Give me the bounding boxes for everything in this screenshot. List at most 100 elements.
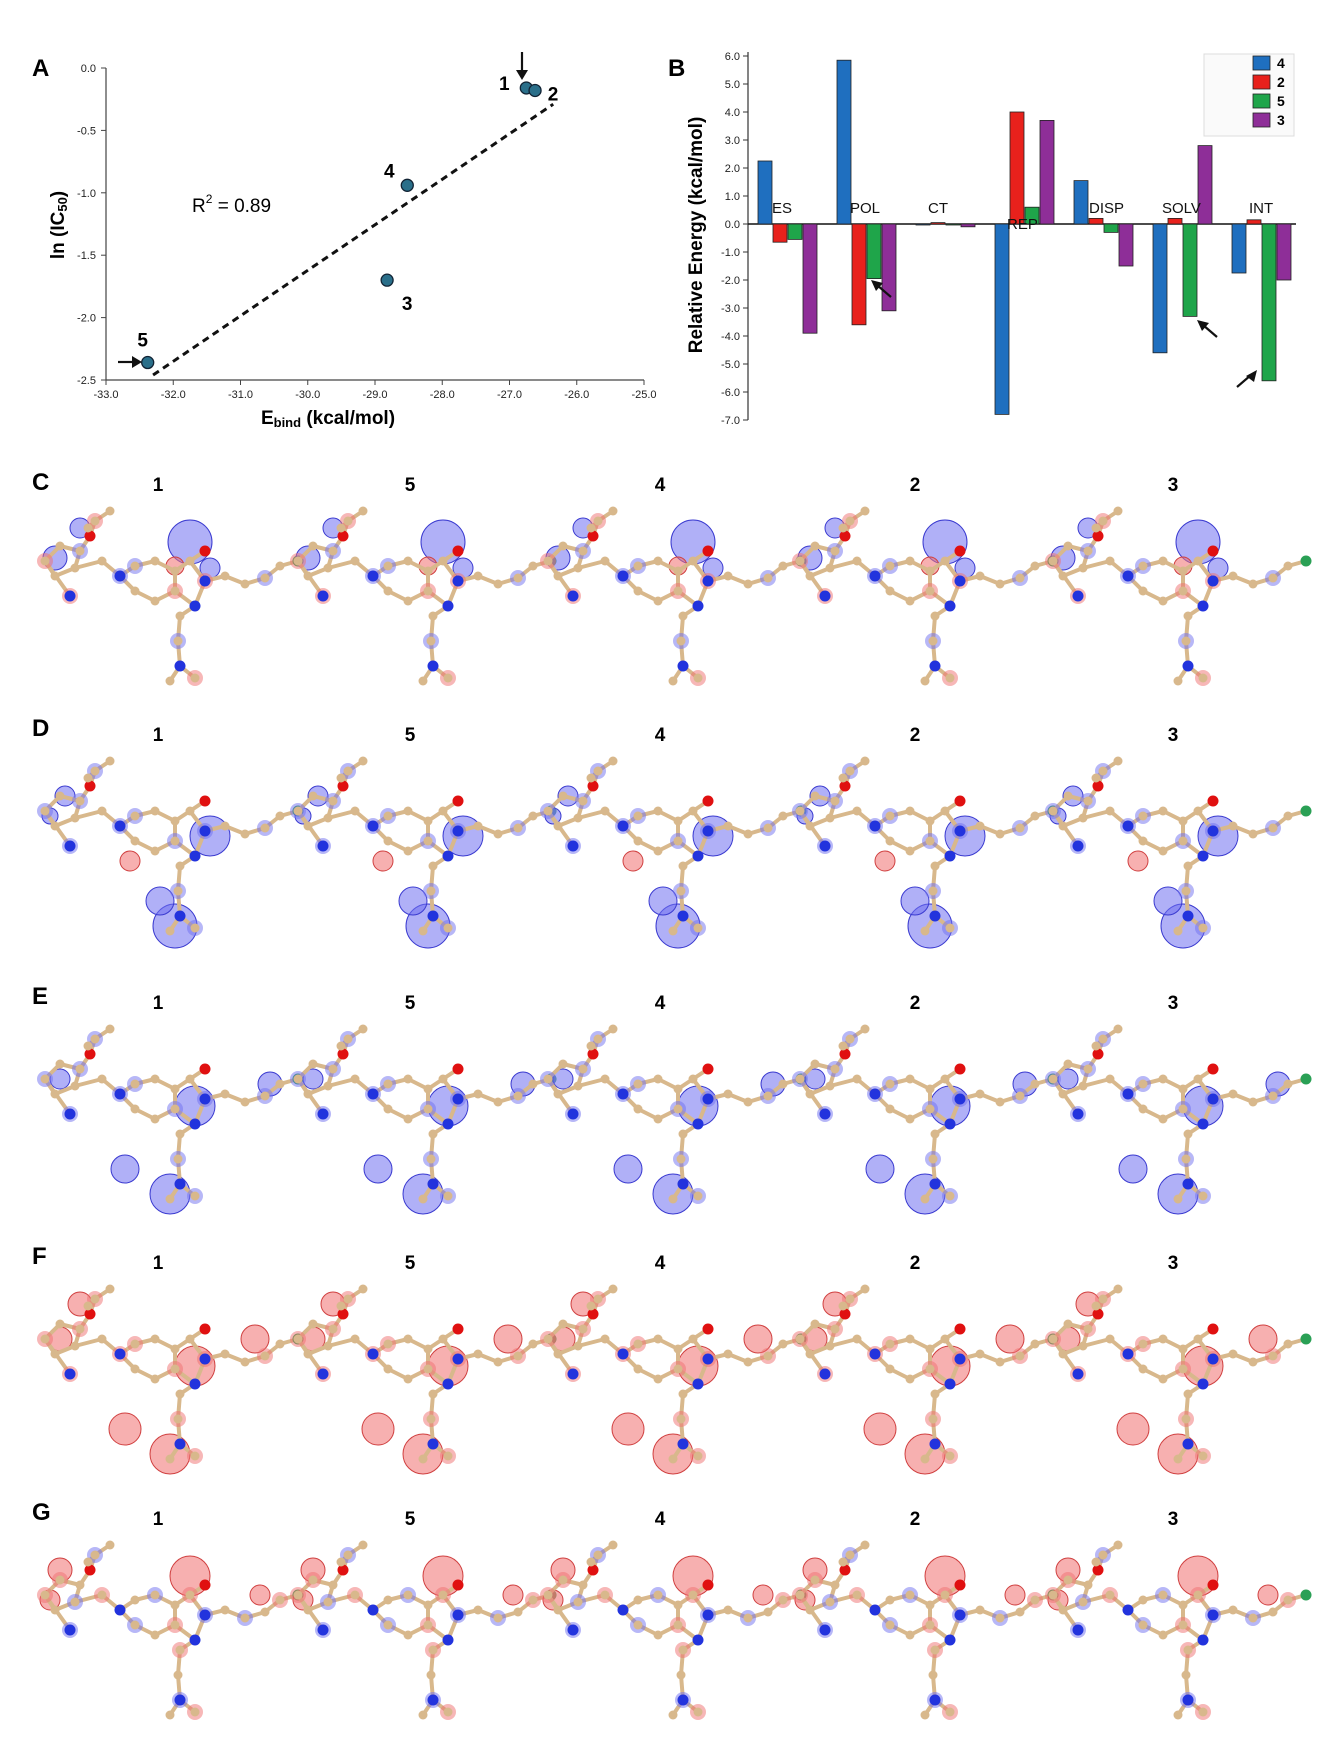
atom xyxy=(1105,1590,1115,1600)
atom xyxy=(428,611,438,621)
point-label: 4 xyxy=(384,161,395,182)
atom xyxy=(50,1349,60,1359)
atom xyxy=(418,1194,428,1204)
bond xyxy=(576,1077,607,1088)
atom xyxy=(810,791,820,801)
panel-letter-c: C xyxy=(32,469,49,496)
density-sphere xyxy=(1153,886,1183,916)
atom xyxy=(1158,1374,1168,1384)
y-tick-label: -7.0 xyxy=(721,415,740,427)
atom xyxy=(805,821,815,831)
atom xyxy=(954,575,966,587)
y-tick-label: 0.0 xyxy=(81,63,96,75)
atom xyxy=(600,1590,610,1600)
molecule-structure xyxy=(290,1024,557,1215)
compound-label: 1 xyxy=(153,475,164,496)
density-sphere xyxy=(249,1584,271,1606)
atom xyxy=(317,590,329,602)
data-point xyxy=(400,178,414,192)
atom xyxy=(403,846,413,856)
atom xyxy=(55,1319,65,1329)
atom xyxy=(885,1079,895,1089)
atom xyxy=(1228,571,1238,581)
density-sphere xyxy=(1257,1584,1279,1606)
molecule-structure xyxy=(792,506,1059,686)
bar xyxy=(881,223,897,312)
atom xyxy=(558,1575,568,1585)
atom xyxy=(1015,1091,1025,1101)
compound-label: 3 xyxy=(1168,475,1179,496)
bar xyxy=(1088,217,1104,225)
atom xyxy=(452,825,464,837)
atom xyxy=(443,923,453,933)
category-labels: ES POL CT REP DISP SOLV INT xyxy=(772,200,1273,233)
atom xyxy=(1158,1590,1168,1600)
arrowhead-icon xyxy=(871,280,883,291)
atom xyxy=(1091,523,1101,533)
scatter-points xyxy=(141,81,542,370)
atom xyxy=(633,836,643,846)
atom xyxy=(1078,1081,1088,1091)
point-label: 3 xyxy=(402,294,413,315)
atom xyxy=(293,1074,303,1084)
atom xyxy=(175,1129,185,1139)
atom xyxy=(528,1595,538,1605)
y-tick-label: -2.0 xyxy=(721,275,740,287)
fit-line-group xyxy=(152,102,555,377)
atom xyxy=(852,556,862,566)
atom xyxy=(336,1301,346,1311)
atom xyxy=(442,600,454,612)
atom xyxy=(723,1349,733,1359)
compound-label: 4 xyxy=(655,1253,666,1274)
atom xyxy=(838,1557,848,1567)
atom xyxy=(165,676,175,686)
atom xyxy=(174,910,186,922)
y-tick-label: 5.0 xyxy=(725,79,740,91)
atom xyxy=(50,821,60,831)
panel-letter-d: D xyxy=(32,715,49,742)
atom xyxy=(693,1451,703,1461)
atom xyxy=(702,825,714,837)
atom xyxy=(553,1349,563,1359)
atom xyxy=(578,1580,588,1590)
atom xyxy=(905,556,915,566)
atom xyxy=(608,506,618,516)
atom xyxy=(114,1088,126,1100)
atom xyxy=(723,1089,733,1099)
atom xyxy=(1072,1108,1084,1120)
atom xyxy=(1268,1607,1278,1617)
atom xyxy=(839,1048,851,1060)
density-sphere xyxy=(240,1324,270,1354)
atom xyxy=(1182,1178,1194,1190)
atom xyxy=(97,556,107,566)
atom xyxy=(543,1334,553,1344)
panel-b: B 6.0 5.0 4.0 3.0 2.0 1.0 0.0 -1.0 -2.0 -3.0 -4.0 -… xyxy=(668,51,1296,427)
atom xyxy=(175,861,185,871)
atom xyxy=(130,811,140,821)
atom xyxy=(97,1334,107,1344)
atom xyxy=(443,1451,453,1461)
atom xyxy=(452,1353,464,1365)
compound-label: 5 xyxy=(405,1509,416,1530)
molecule-structure xyxy=(792,1540,1059,1720)
atom xyxy=(1063,1059,1073,1069)
atom xyxy=(84,1564,96,1576)
atom xyxy=(1198,1191,1208,1201)
atom xyxy=(40,1074,50,1084)
bar xyxy=(757,160,773,225)
atom xyxy=(593,766,603,776)
atom xyxy=(83,773,93,783)
atom xyxy=(336,1041,346,1051)
atom xyxy=(702,575,714,587)
atom xyxy=(1178,586,1188,596)
atom xyxy=(423,586,433,596)
atom xyxy=(1283,1595,1293,1605)
atom xyxy=(593,1294,603,1304)
atom xyxy=(452,1323,464,1335)
atom xyxy=(1173,1710,1183,1720)
compound-label: 5 xyxy=(405,475,416,496)
bar xyxy=(994,223,1010,415)
density-sphere xyxy=(363,1154,393,1184)
atom xyxy=(337,780,349,792)
atom xyxy=(905,1374,915,1384)
